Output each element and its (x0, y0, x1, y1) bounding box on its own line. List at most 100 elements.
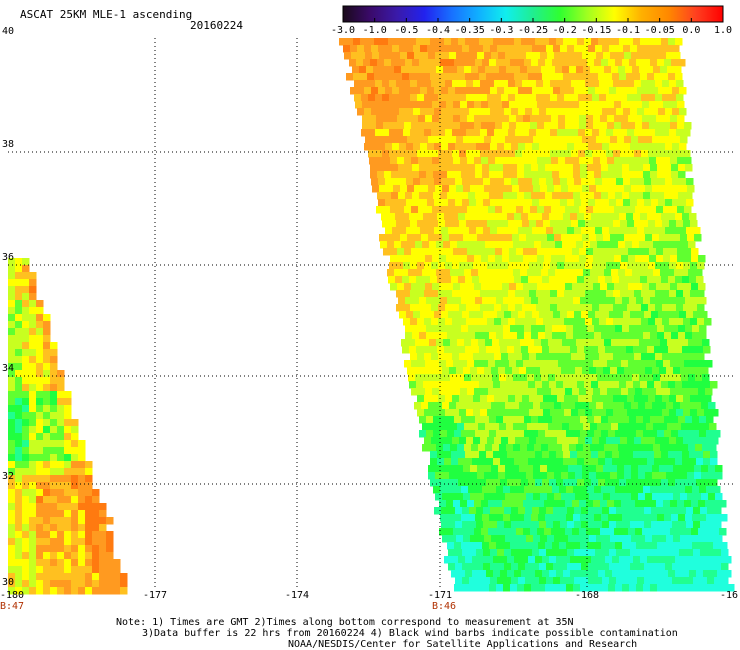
mle-cell (636, 542, 644, 550)
mle-cell (620, 80, 628, 88)
mle-cell (578, 409, 586, 417)
mle-cell (692, 514, 700, 522)
mle-cell (388, 38, 396, 46)
colorbar-label: -0.35 (454, 25, 485, 36)
mle-cell (22, 426, 30, 434)
mle-cell (664, 542, 672, 550)
mle-cell (556, 570, 564, 578)
mle-cell (613, 409, 621, 417)
mle-cell (503, 59, 511, 67)
mle-cell (530, 206, 538, 214)
mle-cell (8, 286, 16, 294)
mle-cell (29, 524, 37, 532)
mle-cell (489, 416, 497, 424)
mle-cell (659, 472, 667, 480)
mle-cell (613, 318, 621, 326)
mle-cell (566, 430, 574, 438)
mle-cell (64, 412, 72, 420)
mle-cell (662, 409, 670, 417)
mle-cell (557, 220, 565, 228)
mle-cell (707, 549, 715, 557)
mle-cell (720, 542, 728, 550)
mle-cell (389, 150, 397, 158)
mle-cell (15, 559, 23, 567)
mle-cell (374, 38, 382, 46)
mle-cell (431, 437, 439, 445)
mle-cell (620, 262, 628, 270)
mle-cell (480, 409, 488, 417)
mle-cell (446, 255, 454, 263)
mle-cell (690, 262, 698, 270)
mle-cell (462, 108, 470, 116)
mle-cell (536, 409, 544, 417)
mle-cell (684, 122, 692, 130)
mle-cell (405, 171, 413, 179)
mle-cell (522, 290, 530, 298)
mle-cell (504, 311, 512, 319)
mle-cell (675, 213, 683, 221)
mle-cell (652, 52, 660, 60)
mle-cell (524, 514, 532, 522)
mle-cell (486, 479, 494, 487)
mle-cell (521, 213, 529, 221)
mle-cell (496, 59, 504, 67)
mle-cell (461, 332, 469, 340)
mle-cell (8, 482, 16, 490)
mle-cell (514, 276, 522, 284)
mle-cell (476, 563, 484, 571)
mle-cell (634, 150, 642, 158)
mle-cell (580, 416, 588, 424)
mle-cell (503, 514, 511, 522)
mle-cell (503, 584, 511, 592)
mle-cell (579, 101, 587, 109)
mle-cell (481, 528, 489, 536)
mle-cell (593, 122, 601, 130)
mle-cell (401, 66, 409, 74)
mle-cell (64, 496, 72, 504)
mle-cell (549, 570, 557, 578)
mle-cell (557, 262, 565, 270)
mle-cell (664, 164, 672, 172)
mle-cell (511, 178, 519, 186)
mle-cell (721, 549, 729, 557)
mle-cell (8, 503, 16, 511)
mle-cell (648, 80, 656, 88)
mle-cell (615, 297, 623, 305)
mle-cell (553, 199, 561, 207)
mle-cell (57, 510, 65, 518)
mle-cell (15, 524, 23, 532)
mle-cell (508, 80, 516, 88)
mle-cell (664, 192, 672, 200)
x-tick-label: -168 (575, 590, 600, 601)
mle-cell (536, 150, 544, 158)
mle-cell (29, 552, 37, 560)
mle-cell (702, 374, 710, 382)
mle-cell (634, 353, 642, 361)
mle-cell (498, 493, 506, 501)
mle-cell (50, 356, 58, 364)
mle-cell (599, 437, 607, 445)
mle-cell (635, 500, 643, 508)
mle-cell (392, 87, 400, 95)
mle-cell (665, 143, 673, 151)
mle-cell (681, 241, 689, 249)
mle-cell (602, 227, 610, 235)
mle-cell (36, 314, 44, 322)
mle-cell (497, 143, 505, 151)
mle-cell (399, 227, 407, 235)
mle-cell (540, 52, 548, 60)
mle-cell (522, 304, 530, 312)
mle-cell (427, 178, 435, 186)
mle-cell (43, 440, 51, 448)
mle-cell (552, 430, 560, 438)
mle-cell (570, 73, 578, 81)
mle-cell (36, 545, 44, 553)
mle-cell (428, 367, 436, 375)
mle-cell (408, 66, 416, 74)
mle-cell (621, 115, 629, 123)
mle-cell (467, 255, 475, 263)
mle-cell (672, 87, 680, 95)
mle-cell (433, 171, 441, 179)
mle-cell (538, 416, 546, 424)
mle-cell (583, 241, 591, 249)
